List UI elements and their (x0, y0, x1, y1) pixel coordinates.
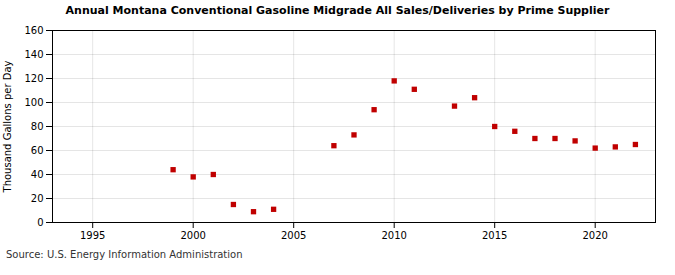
html-text:Annual Montana Conventional Ga: Annual Montana Conventional Gasoline Mid… (65, 4, 610, 17)
svg-text:80: 80 (31, 121, 44, 132)
svg-text:2015: 2015 (482, 230, 507, 241)
svg-text:40: 40 (31, 169, 44, 180)
svg-text:1995: 1995 (80, 230, 105, 241)
svg-text:140: 140 (24, 49, 43, 60)
svg-text:2000: 2000 (180, 230, 205, 241)
svg-text:160: 160 (24, 25, 43, 36)
svg-text:20: 20 (31, 193, 44, 204)
svg-text:2005: 2005 (281, 230, 306, 241)
html-text:Source: U.S. Energy Informatio: Source: U.S. Energy Information Administ… (6, 249, 243, 260)
svg-text:2010: 2010 (381, 230, 406, 241)
svg-text:120: 120 (24, 73, 43, 84)
svg-text:Thousand Gallons per Day: Thousand Gallons per Day (2, 60, 13, 193)
svg-text:0: 0 (37, 217, 43, 228)
svg-text:2020: 2020 (582, 230, 607, 241)
svg-text:60: 60 (31, 145, 44, 156)
svg-text:100: 100 (24, 97, 43, 108)
